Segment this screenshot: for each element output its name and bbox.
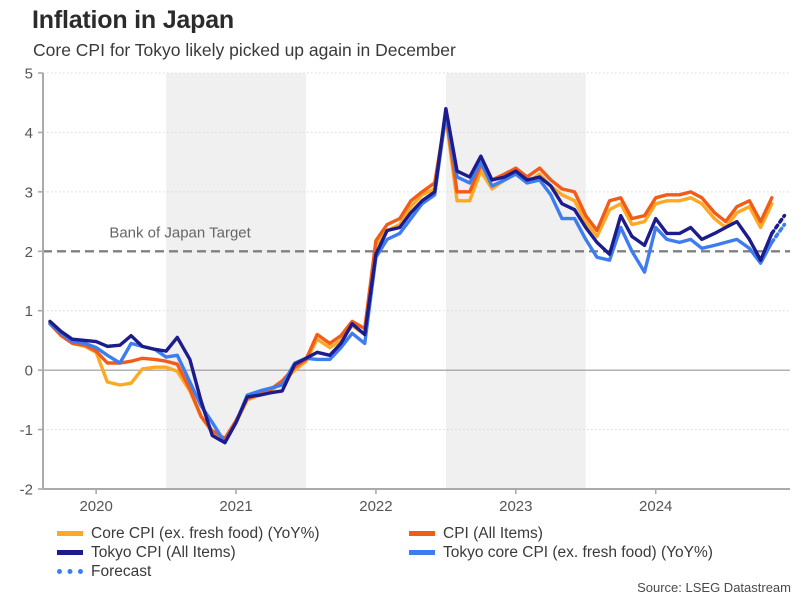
y-tick-label-0: 0 [25, 363, 33, 380]
legend-item[interactable]: Forecast [57, 562, 320, 581]
x-axis-labels: 2020 2021 2022 2023 2024 [79, 489, 672, 515]
legend-item-label: CPI (All Items) [443, 525, 543, 542]
page-title: Inflation in Japan [32, 6, 234, 34]
y-tick-label-1: 1 [25, 303, 33, 320]
y-tick-label--2: -2 [20, 482, 33, 499]
y-tick-label-4: 4 [25, 125, 33, 142]
legend-swatch-icon [409, 550, 435, 555]
legend-item[interactable]: CPI (All Items) [409, 524, 713, 543]
legend-swatch-icon [57, 550, 83, 555]
forecast-line-1 [770, 222, 787, 245]
legend-item[interactable]: Core CPI (ex. fresh food) (YoY%) [57, 524, 320, 543]
forecast-line-0 [770, 213, 787, 236]
y-tick-label-3: 3 [25, 184, 33, 201]
legend-swatch-icon [57, 531, 83, 536]
y-tick-label--1: -1 [20, 422, 33, 439]
x-tick-label-2021: 2021 [219, 498, 252, 515]
chart-subtitle: Core CPI for Tokyo likely picked up agai… [33, 40, 456, 60]
x-tick-label-2020: 2020 [79, 498, 112, 515]
chart-legend: Core CPI (ex. fresh food) (YoY%) Tokyo CP… [0, 524, 801, 582]
x-tick-label-2022: 2022 [359, 498, 392, 515]
legend-swatch-icon [409, 531, 435, 536]
x-tick-label-2024: 2024 [639, 498, 672, 515]
shaded-band-0 [166, 73, 306, 489]
y-tick-label-5: 5 [25, 66, 33, 83]
series-line-2 [48, 106, 774, 445]
legend-item-label: Tokyo CPI (All Items) [91, 544, 236, 561]
shaded-band-1 [445, 73, 586, 489]
axes [42, 73, 790, 490]
source-note: Source: LSEG Datastream [637, 580, 791, 595]
y-axis-labels: -2 -1 0 1 2 3 4 5 [20, 66, 43, 499]
data-series [48, 106, 774, 445]
series-line-0 [48, 115, 774, 442]
annotation-boj-target: Bank of Japan Target [109, 224, 251, 241]
legend-item-label: Tokyo core CPI (ex. fresh food) (YoY%) [443, 544, 713, 561]
legend-item[interactable]: Tokyo core CPI (ex. fresh food) (YoY%) [409, 543, 713, 562]
chart-annotations: Bank of Japan Target [109, 224, 251, 241]
legend-item-label: Forecast [91, 563, 152, 580]
x-tick-label-2023: 2023 [499, 498, 532, 515]
legend-item[interactable]: Tokyo CPI (All Items) [57, 543, 320, 562]
legend-column-right: CPI (All Items) Tokyo core CPI (ex. fresh… [409, 524, 713, 562]
series-line-3 [48, 112, 774, 445]
shaded-bands [166, 73, 586, 489]
legend-swatch-icon [57, 569, 83, 574]
legend-item-label: Core CPI (ex. fresh food) (YoY%) [91, 525, 320, 542]
forecast-series [770, 213, 787, 245]
series-line-1 [48, 112, 774, 441]
y-tick-label-2: 2 [25, 244, 33, 261]
legend-column-left: Core CPI (ex. fresh food) (YoY%) Tokyo CP… [57, 524, 320, 581]
gridlines [43, 72, 790, 490]
